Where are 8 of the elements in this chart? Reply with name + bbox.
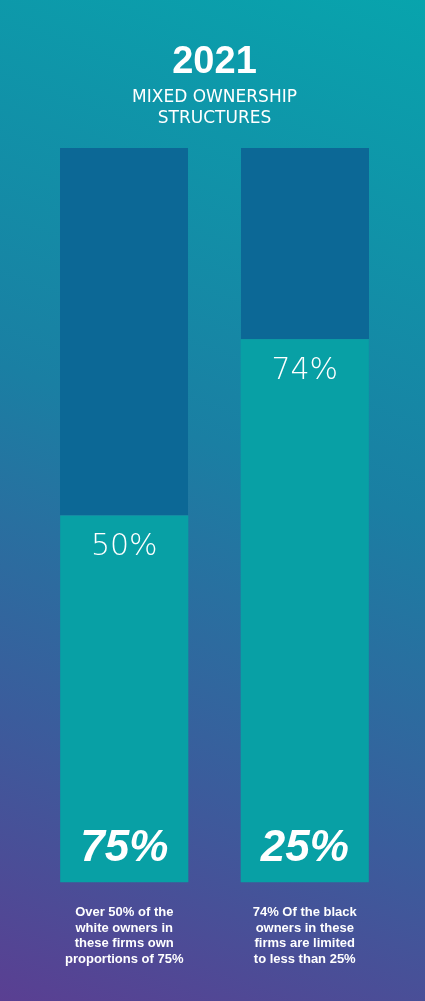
x-tick-label: 74% Of the black owners in these firms are limited to less than 25%: [252, 903, 358, 966]
chart-subtitle: MIXED OWNERSHIP STRUCTURES: [132, 86, 297, 127]
data-label: 74%: [271, 351, 339, 387]
x-tick-label: Over 50% of the white owners in these firms own proportions of 75%: [65, 903, 184, 966]
annotation: 25%: [259, 820, 349, 870]
data-label: 50%: [90, 527, 158, 563]
chart-title: 2021: [172, 39, 257, 82]
annotation: 75%: [80, 820, 169, 870]
